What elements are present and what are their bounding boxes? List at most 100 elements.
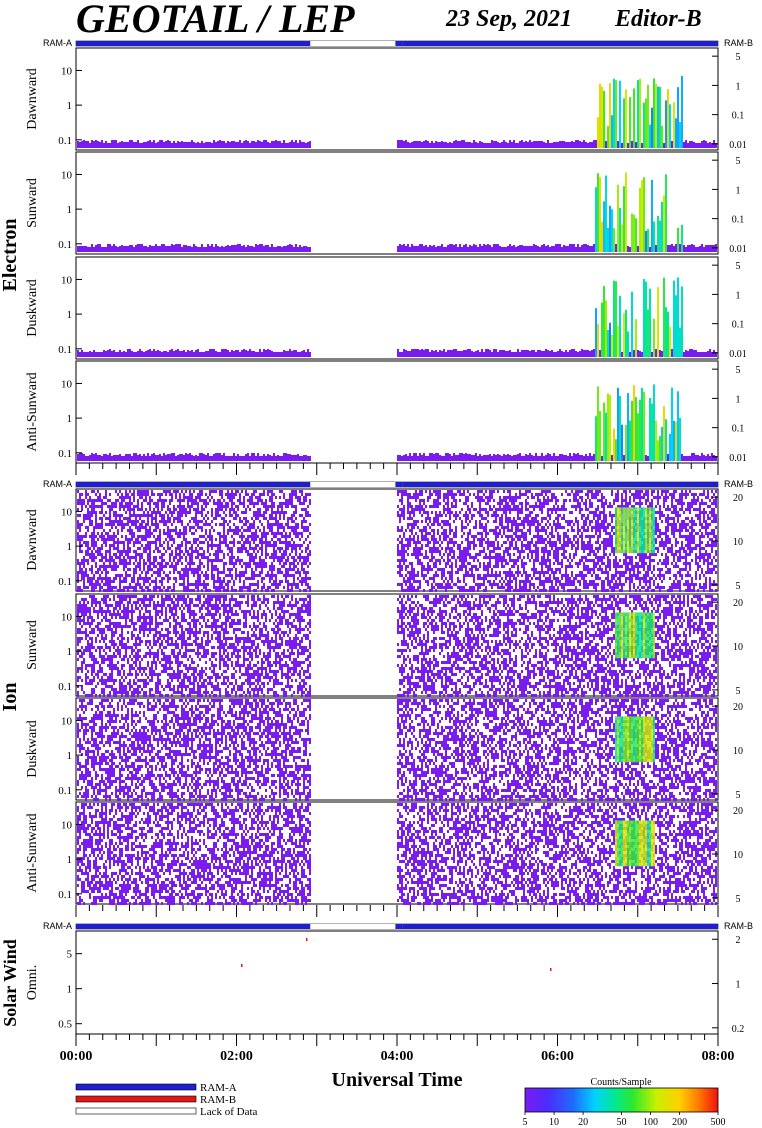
spectrogram-cell [291, 574, 293, 577]
spectrogram-cell [107, 586, 109, 589]
spectrogram-burst [609, 82, 611, 148]
spectrogram-cell [281, 511, 283, 514]
spectrogram-burst [633, 214, 635, 252]
spectrogram-cell [107, 517, 109, 520]
mode-bar-segment [310, 482, 396, 487]
spectrogram-cell [181, 556, 183, 559]
spectrogram-cell [93, 547, 95, 550]
spectrogram-cell [229, 556, 231, 559]
spectrogram-cell [119, 550, 121, 553]
spectrogram-cell [201, 541, 203, 544]
spectrogram-cell [293, 526, 295, 529]
spectrogram-cell [539, 583, 541, 586]
spectrogram-cell [401, 514, 403, 517]
spectrogram-column [563, 245, 565, 252]
spectrogram-cell [489, 544, 491, 547]
spectrogram-cell [131, 508, 133, 511]
spectrogram-column [463, 245, 465, 252]
spectrogram-cell [283, 496, 285, 499]
spectrogram-cell [301, 523, 303, 526]
spectrogram-cell [435, 514, 437, 517]
spectrogram-cell [195, 517, 197, 520]
spectrogram-cell [107, 571, 109, 574]
spectrogram-column [103, 143, 105, 148]
spectrogram-column [231, 350, 233, 357]
spectrogram-burst [613, 280, 615, 357]
spectrogram-column [137, 455, 139, 461]
spectrogram-cell [527, 547, 529, 550]
spectrogram-cell [549, 517, 551, 520]
spectrogram-cell [549, 550, 551, 553]
spectrogram-cell [199, 580, 201, 583]
spectrogram-cell [133, 574, 135, 577]
spectrogram-cell [235, 532, 237, 535]
spectrogram-cell [211, 577, 213, 580]
spectrogram-cell [421, 514, 423, 517]
spectrogram-column [443, 349, 445, 357]
spectrogram-column [697, 143, 699, 148]
spectrogram-column [95, 352, 97, 357]
spectrogram-cell [215, 538, 217, 541]
spectrogram-cell [173, 577, 175, 580]
spectrogram-cell [157, 493, 159, 496]
spectrogram-column [293, 247, 295, 252]
spectrogram-column [401, 456, 403, 461]
spectrogram-column [285, 143, 287, 148]
spectrogram-cell [413, 571, 415, 574]
spectrogram-cell [113, 511, 115, 514]
spectrogram-column [141, 143, 143, 148]
spectrogram-cell [491, 514, 493, 517]
spectrogram-column [79, 352, 81, 357]
spectrogram-cell [267, 520, 269, 523]
spectrogram-burst [641, 180, 643, 252]
spectrogram-cell [471, 565, 473, 568]
spectrogram-cell [233, 511, 235, 514]
spectrogram-cell [551, 526, 553, 529]
spectrogram-cell [415, 544, 417, 547]
spectrogram-column [181, 141, 183, 148]
spectrogram-cell [403, 550, 405, 553]
spectrogram-cell [415, 574, 417, 577]
spectrogram-cell [129, 505, 131, 508]
spectrogram-cell [269, 505, 271, 508]
spectrogram-cell [415, 589, 417, 592]
spectrogram-cell [155, 538, 157, 541]
spectrogram-cell [213, 574, 215, 577]
spectrogram-cell [193, 517, 195, 520]
spectrogram-column [83, 140, 85, 148]
spectrogram-cell [133, 505, 135, 508]
spectrogram-column [263, 140, 265, 148]
spectrogram-column [121, 456, 123, 461]
spectrogram-cell [173, 517, 175, 520]
spectrogram-cell [241, 565, 243, 568]
spectrogram-burst [643, 102, 645, 148]
spectrogram-cell [239, 577, 241, 580]
spectrogram-cell [421, 493, 423, 496]
spectrogram-column [265, 140, 267, 148]
spectrogram-column [411, 456, 413, 461]
spectrogram-burst [675, 295, 677, 357]
spectrogram-cell [283, 493, 285, 496]
spectrogram-cell [437, 532, 439, 535]
spectrogram-cell [485, 535, 487, 538]
spectrogram-cell [79, 565, 81, 568]
spectrogram-cell [445, 550, 447, 553]
spectrogram-cell [109, 580, 111, 583]
spectrogram-cell [181, 568, 183, 571]
spectrogram-cell [145, 493, 147, 496]
spectrogram-column [461, 140, 463, 148]
spectrogram-cell [163, 532, 165, 535]
spectrogram-cell [133, 493, 135, 496]
spectrogram-cell [183, 493, 185, 496]
spectrogram-cell [137, 535, 139, 538]
spectrogram-cell [519, 490, 521, 493]
spectrogram-column [83, 352, 85, 357]
spectrogram-column [191, 247, 193, 252]
spectrogram-cell [449, 490, 451, 493]
spectrogram-cell [297, 586, 299, 589]
spectrogram-cell [455, 541, 457, 544]
spectrogram-cell [77, 499, 79, 502]
spectrogram-cell [153, 559, 155, 562]
spectrogram-cell [197, 511, 199, 514]
spectrogram-cell [445, 532, 447, 535]
